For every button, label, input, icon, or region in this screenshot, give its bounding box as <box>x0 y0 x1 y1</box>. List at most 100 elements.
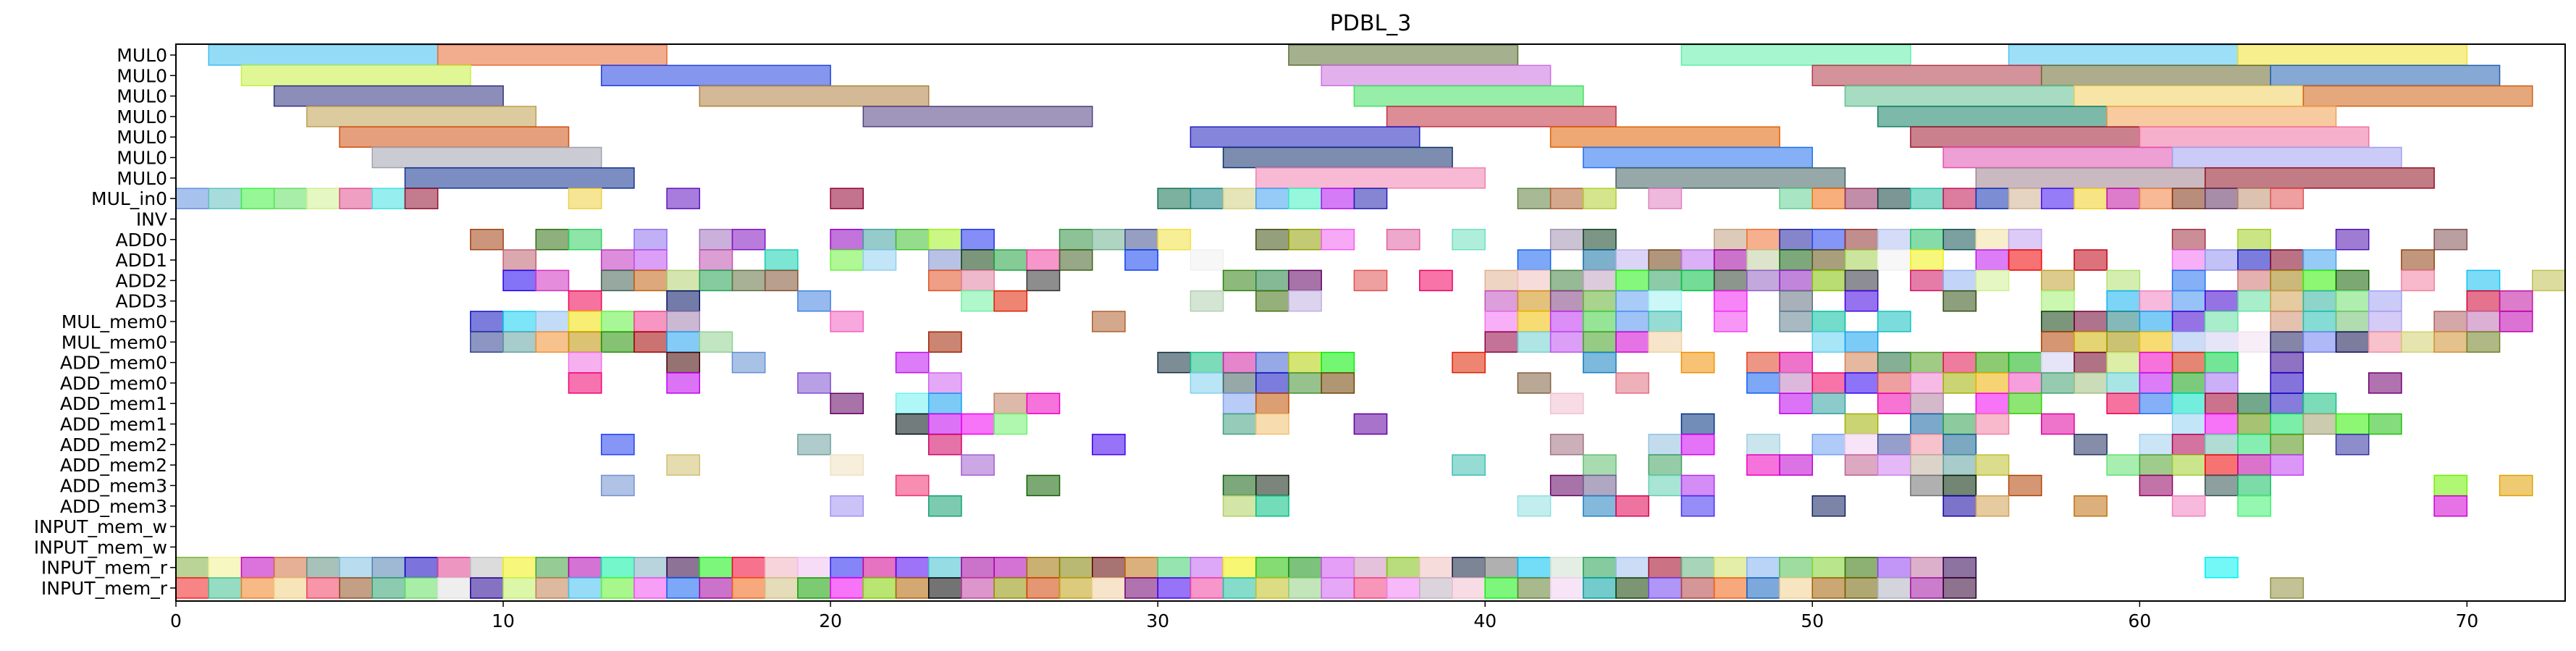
gantt-bar-row26-t38 <box>1419 577 1453 599</box>
gantt-bar-row26-t19 <box>797 577 831 599</box>
gantt-bar-row11-t72 <box>2532 269 2566 292</box>
gantt-bar-row7-t63 <box>2237 188 2271 209</box>
gantt-bar-row26-t7 <box>404 577 439 599</box>
gantt-bar-row11-t38 <box>1419 269 1453 292</box>
gantt-bar-row7-t7 <box>404 188 439 209</box>
y-tick-label: ADD_mem1 <box>60 414 167 435</box>
gantt-bar-row26-t20 <box>830 577 864 599</box>
gantt-bar-row17-t56 <box>2008 392 2042 414</box>
gantt-bar-row15-t59 <box>2106 351 2141 374</box>
gantt-bar-row9-t47 <box>1713 229 1748 251</box>
gantt-bar-row26-t35 <box>1321 577 1355 599</box>
gantt-bar-row10-t50 <box>1811 249 1846 271</box>
gantt-bar-row9-t42 <box>1549 229 1584 251</box>
gantt-bar-row7-t45 <box>1648 188 1683 209</box>
gantt-bar-row16-t56 <box>2008 372 2042 394</box>
gantt-bar-row11-t57 <box>2040 269 2075 292</box>
gantt-bar-row11-t45 <box>1648 269 1683 292</box>
gantt-bar-row18-t46 <box>1680 413 1715 435</box>
gantt-bar-row20-t60 <box>2139 454 2173 476</box>
gantt-bar-row6-t62 <box>2204 167 2435 189</box>
gantt-bar-row15-t49 <box>1779 351 1814 374</box>
gantt-bar-row11-t54 <box>1942 269 1977 292</box>
gantt-bar-row14-t9 <box>470 331 504 353</box>
gantt-bar-row9-t51 <box>1844 229 1879 251</box>
gantt-bar-row13-t9 <box>470 311 504 332</box>
gantt-bar-row18-t25 <box>993 413 1028 435</box>
gantt-bar-row26-t8 <box>437 577 471 599</box>
gantt-bar-row21-t54 <box>1942 474 1977 497</box>
gantt-bar-row10-t43 <box>1583 249 1617 271</box>
gantt-bar-row25-t43 <box>1583 556 1617 579</box>
gantt-bar-row9-t34 <box>1288 229 1322 251</box>
gantt-bar-row21-t42 <box>1549 474 1584 497</box>
gantt-bar-row9-t9 <box>470 229 504 251</box>
gantt-bar-row9-t54 <box>1942 229 1977 251</box>
gantt-bar-row10-t47 <box>1713 249 1748 271</box>
gantt-bar-row22-t50 <box>1811 495 1846 517</box>
gantt-bar-row20-t52 <box>1877 454 1911 476</box>
gantt-bar-row25-t41 <box>1517 556 1552 579</box>
gantt-bar-row7-t3 <box>273 188 308 209</box>
gantt-bar-row26-t5 <box>339 577 373 599</box>
gantt-bar-row26-t36 <box>1353 577 1388 599</box>
gantt-bar-row16-t23 <box>927 372 962 394</box>
y-tick-label: MUL0 <box>117 127 167 148</box>
y-tick-label: ADD_mem0 <box>60 353 167 374</box>
gantt-bar-row13-t69 <box>2433 311 2468 332</box>
gantt-bar-row17-t25 <box>993 392 1028 414</box>
gantt-bar-row15-t48 <box>1746 351 1780 374</box>
gantt-bar-row2-t58 <box>2074 85 2304 107</box>
gantt-bar-row14-t68 <box>2401 331 2435 353</box>
gantt-bar-row19-t51 <box>1844 434 1879 455</box>
gantt-bar-row13-t49 <box>1779 311 1814 332</box>
gantt-bar-row13-t15 <box>666 311 701 332</box>
gantt-bar-row10-t46 <box>1680 249 1715 271</box>
gantt-bar-row4-t53 <box>1910 126 2141 148</box>
gantt-bar-row11-t44 <box>1615 269 1649 292</box>
gantt-bar-row16-t49 <box>1779 372 1814 394</box>
gantt-bar-row4-t5 <box>339 126 570 148</box>
gantt-bar-row17-t33 <box>1255 392 1289 414</box>
gantt-bar-row14-t70 <box>2466 331 2501 353</box>
gantt-bar-row15-t34 <box>1288 351 1322 374</box>
gantt-bar-row11-t17 <box>731 269 766 292</box>
gantt-bar-row10-t49 <box>1779 249 1814 271</box>
gantt-bar-row22-t44 <box>1615 495 1649 517</box>
gantt-bar-row4-t60 <box>2139 126 2370 148</box>
gantt-bar-row14-t64 <box>2270 331 2304 353</box>
gantt-bar-row18-t32 <box>1222 413 1257 435</box>
gantt-bar-row11-t55 <box>1975 269 2010 292</box>
gantt-bar-row25-t8 <box>437 556 471 579</box>
gantt-bar-row16-t35 <box>1321 372 1355 394</box>
gantt-bar-row9-t17 <box>731 229 766 251</box>
gantt-bar-row10-t56 <box>2008 249 2042 271</box>
gantt-bar-row25-t47 <box>1713 556 1748 579</box>
gantt-bar-row17-t53 <box>1910 392 1944 414</box>
y-tick-label: ADD_mem1 <box>60 393 167 414</box>
gantt-bar-row3-t4 <box>306 106 537 127</box>
gantt-bar-row10-t51 <box>1844 249 1879 271</box>
gantt-bar-row1-t2 <box>240 64 471 87</box>
gantt-bar-row20-t61 <box>2171 454 2206 476</box>
gantt-bar-row21-t71 <box>2499 474 2533 497</box>
gantt-bar-row12-t67 <box>2368 290 2402 312</box>
gantt-bar-row26-t47 <box>1713 577 1748 599</box>
gantt-bar-row12-t57 <box>2040 290 2075 312</box>
gantt-bar-row14-t59 <box>2106 331 2141 353</box>
gantt-bar-row9-t63 <box>2237 229 2271 251</box>
gantt-bar-row20-t59 <box>2106 454 2141 476</box>
gantt-bar-row2-t16 <box>699 85 930 107</box>
gantt-bar-row9-t11 <box>535 229 570 251</box>
gantt-bar-row10-t44 <box>1615 249 1649 271</box>
gantt-bar-row21-t56 <box>2008 474 2042 497</box>
gantt-bar-row21-t13 <box>600 474 635 497</box>
gantt-bar-row14-t63 <box>2237 331 2271 353</box>
gantt-bar-row25-t62 <box>2204 556 2239 579</box>
gantt-bar-row17-t64 <box>2270 392 2304 414</box>
gantt-bar-row25-t45 <box>1648 556 1683 579</box>
gantt-bar-row13-t66 <box>2335 311 2370 332</box>
gantt-bar-row18-t53 <box>1910 413 1944 435</box>
gantt-bar-row15-t30 <box>1157 351 1192 374</box>
gantt-bar-row7-t15 <box>666 188 701 209</box>
